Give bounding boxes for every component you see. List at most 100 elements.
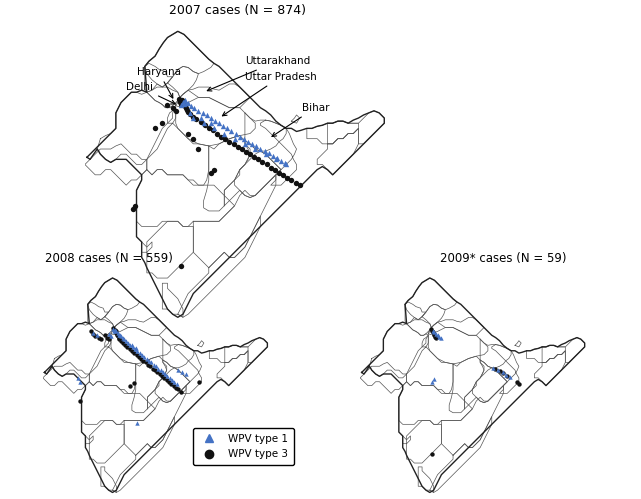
Point [281,161,292,169]
Polygon shape [527,345,565,362]
Polygon shape [85,144,147,185]
Point [218,122,228,130]
Point [497,368,508,376]
Point [120,341,130,349]
Point [119,335,129,343]
Point [196,118,206,126]
Polygon shape [88,278,140,320]
Polygon shape [492,345,519,393]
Point [228,140,238,148]
Polygon shape [111,322,171,364]
Polygon shape [472,360,507,403]
Point [169,382,179,390]
Point [274,169,284,177]
Point [253,155,263,163]
Point [181,104,191,112]
Point [150,124,160,132]
Polygon shape [147,368,190,409]
Point [282,174,292,182]
Polygon shape [145,31,214,87]
Point [140,358,151,366]
Point [132,347,142,355]
Point [214,119,224,127]
Polygon shape [147,108,209,185]
Point [142,354,152,362]
Point [96,335,106,343]
Point [427,327,437,335]
Polygon shape [124,386,186,455]
Point [180,102,190,110]
Polygon shape [362,278,585,493]
Point [178,101,188,109]
Polygon shape [430,417,492,493]
Point [112,330,122,338]
Point [427,378,437,386]
Point [162,372,172,380]
Point [237,145,247,153]
Title: 2007 cases (N = 874): 2007 cases (N = 874) [169,4,306,17]
Point [498,369,508,377]
Point [183,130,193,138]
Polygon shape [515,341,521,347]
Polygon shape [137,170,235,227]
Polygon shape [178,216,260,317]
Point [157,372,167,380]
Point [72,374,83,382]
Point [144,357,154,365]
Polygon shape [292,115,299,123]
Point [429,330,439,338]
Point [255,145,265,153]
Polygon shape [145,63,172,92]
Polygon shape [147,87,180,108]
Point [219,130,229,138]
Point [220,135,230,143]
Polygon shape [81,382,155,424]
Point [121,337,131,345]
Point [130,202,140,210]
Point [94,334,104,342]
Point [114,330,124,338]
Point [115,331,126,339]
Polygon shape [405,278,457,320]
Legend: WPV type 1, WPV type 3: WPV type 1, WPV type 3 [193,428,294,466]
Point [501,371,512,379]
Point [209,166,219,174]
Point [129,379,139,387]
Point [276,157,286,165]
Point [182,106,192,114]
Polygon shape [210,345,248,362]
Polygon shape [167,66,199,97]
Point [490,365,500,373]
Point [294,181,304,189]
Point [162,376,172,384]
Polygon shape [155,360,190,403]
Polygon shape [43,362,89,393]
Polygon shape [307,121,358,144]
Polygon shape [87,31,385,317]
Point [176,100,186,108]
Point [428,327,438,335]
Polygon shape [431,317,484,335]
Point [505,373,515,381]
Polygon shape [142,242,152,252]
Point [186,102,196,110]
Point [229,135,240,143]
Point [179,100,189,108]
Point [159,374,169,382]
Point [106,332,116,340]
Point [270,166,280,174]
Polygon shape [88,302,109,324]
Point [134,353,144,361]
Point [216,133,226,141]
Polygon shape [449,356,484,413]
Point [146,358,156,366]
Point [268,152,278,160]
Point [206,119,216,127]
Point [209,124,219,132]
Point [488,364,499,372]
Point [135,349,145,357]
Point [174,95,184,103]
Text: Delhi: Delhi [126,82,175,104]
Point [109,327,119,335]
Polygon shape [113,417,174,493]
